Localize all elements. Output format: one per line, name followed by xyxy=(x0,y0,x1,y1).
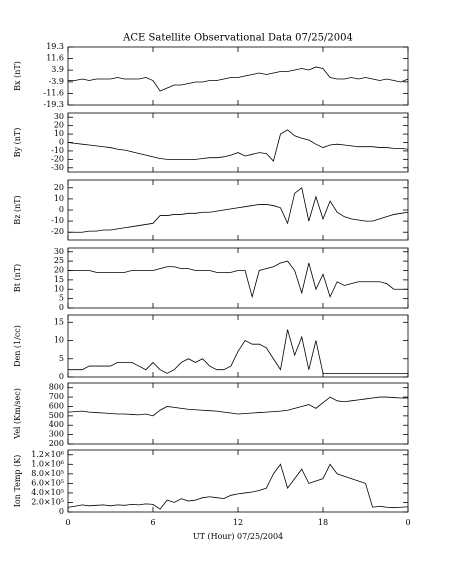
x-tick-label: 0 xyxy=(65,518,70,527)
y-axis-label: Bz (nT) xyxy=(13,195,22,224)
panel-frame xyxy=(67,46,409,106)
y-tick-label: 30 xyxy=(54,247,64,256)
y-axis-label: By (nT) xyxy=(13,128,22,158)
y-tick-label: 30 xyxy=(54,112,64,121)
y-tick-label: 6.0×10⁵ xyxy=(31,478,64,487)
y-tick-label: 5 xyxy=(59,354,64,363)
x-tick-label: 0 xyxy=(405,518,410,527)
y-tick-label: -3.9 xyxy=(49,77,64,86)
panel-frame xyxy=(67,112,409,173)
y-tick-label: 10 xyxy=(54,336,64,345)
data-line xyxy=(67,396,408,417)
x-tick-label: 6 xyxy=(150,518,155,527)
y-tick-label: 0 xyxy=(59,205,64,214)
y-tick-label: 800 xyxy=(49,383,64,392)
y-tick-label: 300 xyxy=(49,430,64,439)
y-tick-label: 0 xyxy=(59,507,64,516)
y-tick-label: 15 xyxy=(54,317,64,326)
y-tick-label: 600 xyxy=(49,401,64,410)
y-tick-label: -19.3 xyxy=(43,100,64,109)
y-tick-label: 20 xyxy=(54,121,64,130)
y-tick-label: -20 xyxy=(51,227,64,236)
y-axis-label: Bx (nT) xyxy=(13,61,22,91)
y-tick-label: 0 xyxy=(59,138,64,147)
chart-title: ACE Satellite Observational Data 07/25/2… xyxy=(122,33,353,44)
y-tick-label: 15 xyxy=(54,275,64,284)
y-tick-label: -10 xyxy=(51,216,64,225)
y-axis-label: Vel (Km/sec) xyxy=(13,388,22,440)
y-tick-label: 19.3 xyxy=(46,42,64,51)
y-tick-label: 0 xyxy=(59,372,64,381)
y-tick-label: 0 xyxy=(59,303,64,312)
y-tick-label: 500 xyxy=(49,411,64,420)
y-tick-label: 20 xyxy=(54,266,64,275)
y-axis-label: Den (1/cc) xyxy=(13,325,22,367)
y-tick-label: 20 xyxy=(54,183,64,192)
y-tick-label: -10 xyxy=(51,146,64,155)
y-tick-label: 10 xyxy=(54,194,64,203)
data-line xyxy=(67,463,409,510)
y-tick-label: 10 xyxy=(54,284,64,293)
x-tick-label: 12 xyxy=(233,518,243,527)
y-tick-label: 5 xyxy=(59,294,64,303)
panel-frame xyxy=(67,247,409,309)
data-line xyxy=(67,129,409,162)
y-tick-label: 700 xyxy=(49,392,64,401)
data-line xyxy=(68,187,409,233)
y-tick-label: 400 xyxy=(49,420,64,429)
y-tick-label: 200 xyxy=(49,439,64,448)
y-tick-label: 1.2×10⁶ xyxy=(31,450,64,459)
y-tick-label: 10 xyxy=(54,129,64,138)
x-axis-label: UT (Hour) 07/25/2004 xyxy=(193,532,283,541)
y-tick-label: -11.6 xyxy=(43,88,64,97)
panel-frame xyxy=(67,449,409,513)
y-tick-label: 1.0×10⁶ xyxy=(31,459,64,468)
y-tick-label: 11.6 xyxy=(46,54,64,63)
data-line xyxy=(68,329,408,374)
data-line xyxy=(68,260,408,299)
y-tick-label: 3.9 xyxy=(51,65,64,74)
panel-frame xyxy=(67,179,409,241)
panel-frame xyxy=(67,382,409,445)
y-tick-label: 2.0×10⁵ xyxy=(31,497,64,506)
y-tick-label: 8.0×10⁵ xyxy=(31,469,64,478)
y-tick-label: -20 xyxy=(51,154,64,163)
y-tick-label: 4.0×10⁵ xyxy=(31,488,64,497)
panel-frame xyxy=(67,314,409,378)
y-tick-label: -30 xyxy=(51,163,64,172)
y-axis-label: Bt (nT) xyxy=(13,264,22,292)
data-line xyxy=(68,66,409,92)
y-axis-label: Ion Temp (K) xyxy=(13,455,22,508)
y-tick-label: 25 xyxy=(54,256,64,265)
x-tick-label: 18 xyxy=(318,518,328,527)
